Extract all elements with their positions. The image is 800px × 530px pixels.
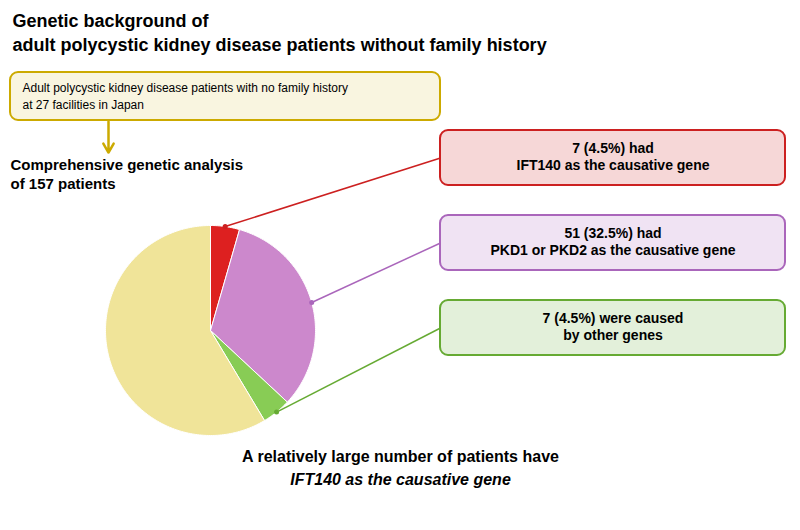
- svg-text:Genetic background ofadult pol: Genetic background ofadult polycystic ki…: [13, 11, 547, 54]
- svg-text:51 (32.5%) hadPKD1 or PKD2 as: 51 (32.5%) hadPKD1 or PKD2 as the causat…: [490, 225, 735, 258]
- svg-text:7 (4.5%) hadIFT140 as the caus: 7 (4.5%) hadIFT140 as the causative gene: [517, 140, 710, 174]
- svg-text:IFT140 as the causative gene: IFT140 as the causative gene: [290, 471, 511, 488]
- svg-text:7 (4.5%) were causedby other g: 7 (4.5%) were causedby other genes: [543, 310, 684, 344]
- svg-text:A relatively large number of p: A relatively large number of patients ha…: [242, 448, 559, 465]
- svg-text:Comprehensive genetic analysis: Comprehensive genetic analysisof 157 pat…: [11, 156, 244, 192]
- svg-text:Adult polycystic kidney diseas: Adult polycystic kidney disease patients…: [23, 81, 348, 112]
